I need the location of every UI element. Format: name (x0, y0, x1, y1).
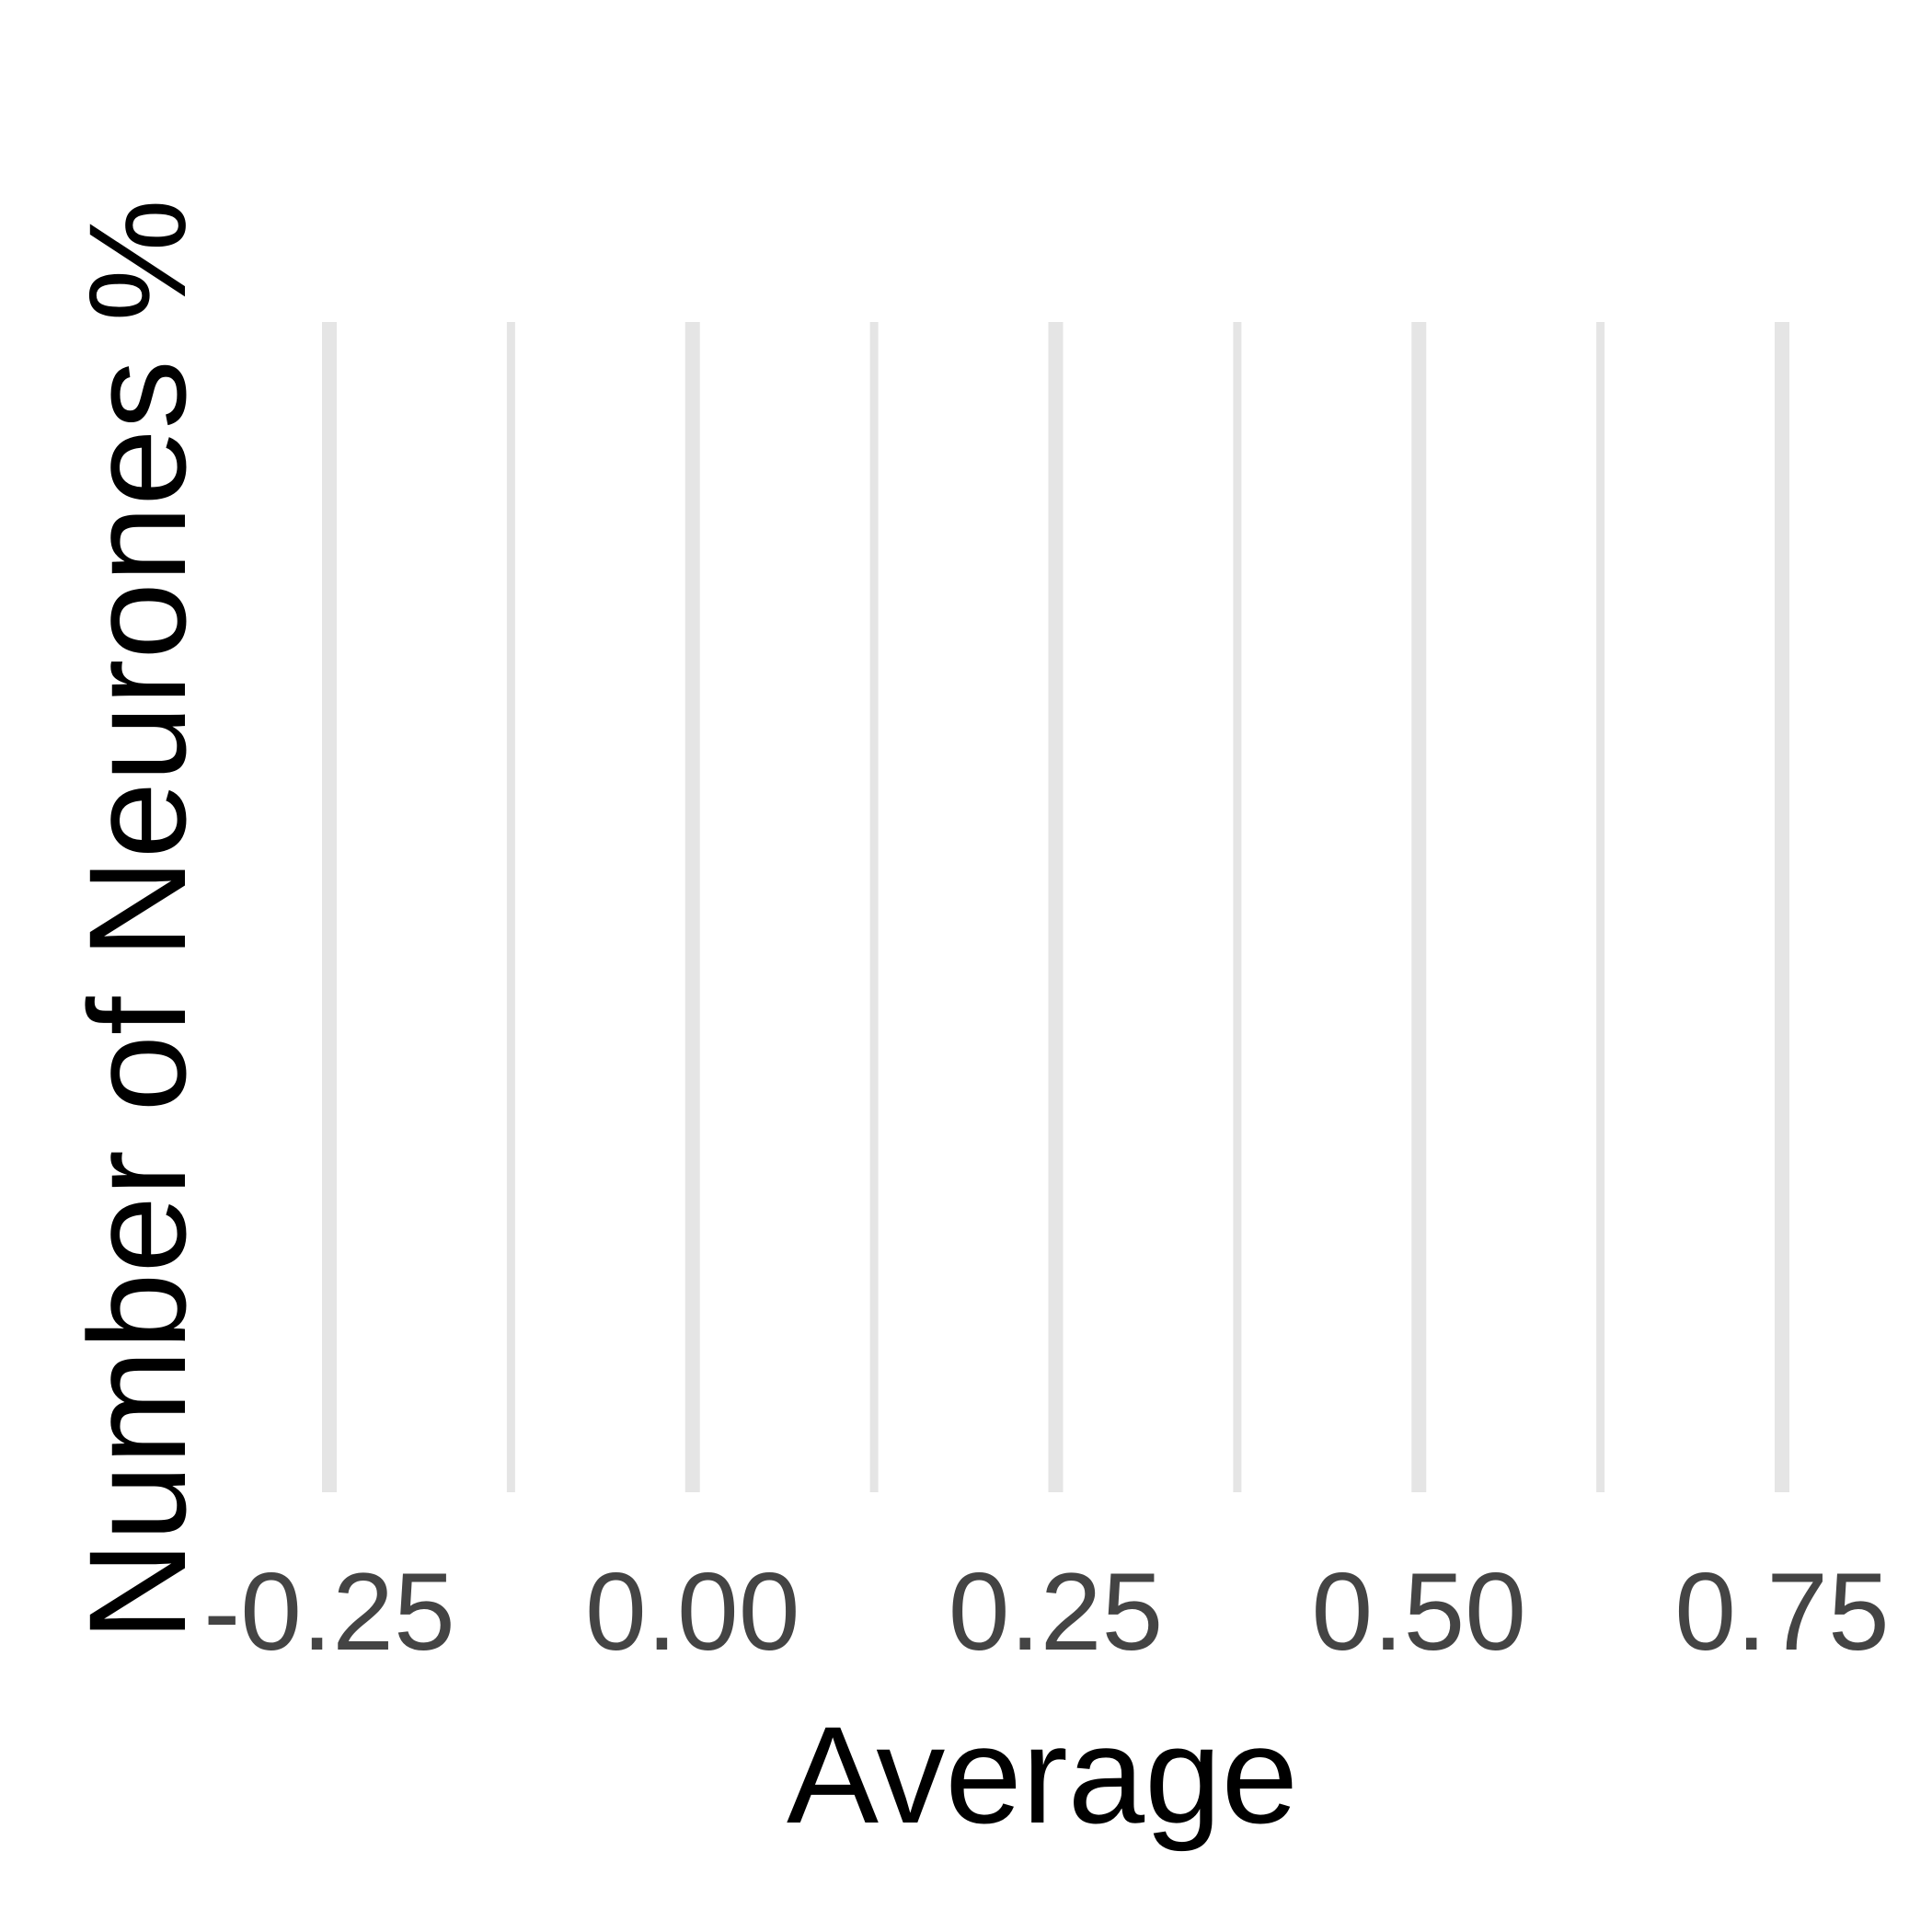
x-tick-label: 0.25 (949, 1550, 1164, 1673)
y-axis-title: Number of Neurones % (60, 199, 214, 1640)
x-tick-label: -0.25 (203, 1550, 455, 1673)
x-axis-title: Average (787, 1697, 1298, 1852)
x-tick-label: 0.00 (585, 1550, 800, 1673)
x-tick-labels: -0.25 0.00 0.25 0.50 0.75 (203, 1550, 1890, 1673)
grid-layer (322, 322, 1789, 1492)
x-tick-label: 0.50 (1311, 1550, 1526, 1673)
x-tick-label: 0.75 (1674, 1550, 1890, 1673)
